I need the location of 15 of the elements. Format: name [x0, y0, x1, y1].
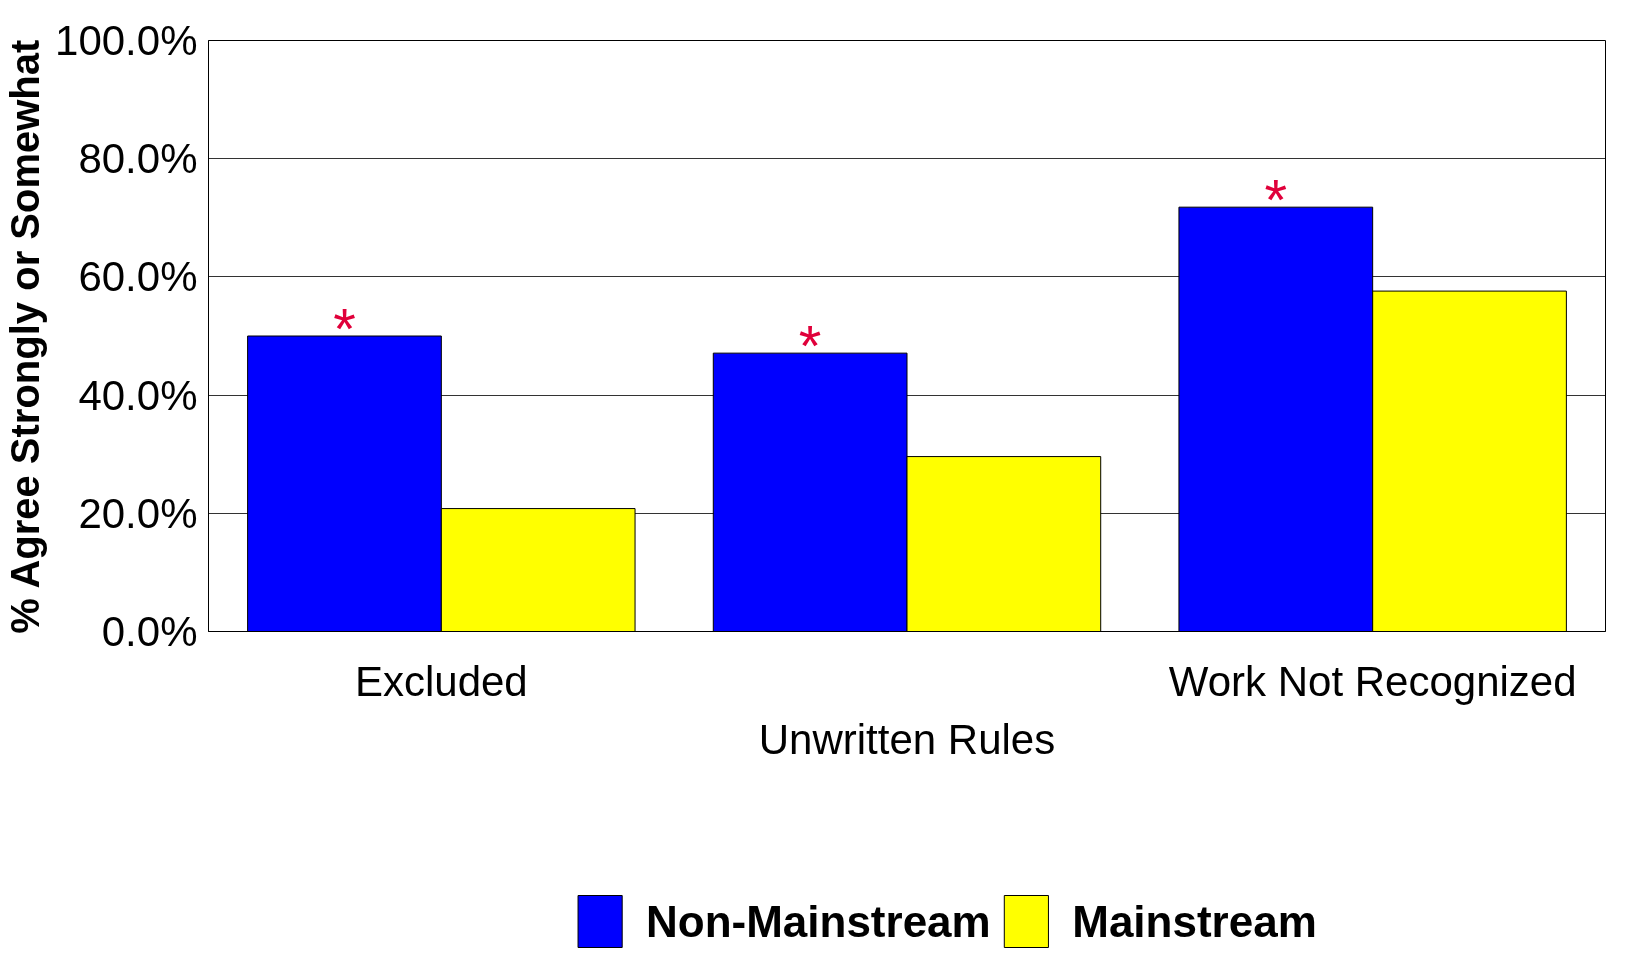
y-tick-label: 60.0% — [78, 253, 198, 301]
legend-label: Non-Mainstream — [645, 897, 991, 946]
y-axis-title: % Agree Strongly or Somewhat — [3, 39, 48, 634]
y-tick-label: 0.0% — [101, 608, 198, 655]
x-tick-label: Unwritten Rules — [758, 716, 1056, 764]
y-tick-label: 100.0% — [55, 17, 198, 64]
x-tick-label: Work Not Recognized — [1168, 657, 1577, 705]
y-tick-label: 40.0% — [78, 371, 198, 419]
annotation: * — [798, 312, 822, 378]
annotation: * — [1264, 166, 1288, 232]
legend-label: Mainstream — [1072, 897, 1317, 946]
y-tick-label: 80.0% — [78, 135, 198, 183]
annotation: * — [333, 295, 356, 361]
y-tick-label: 20.0% — [78, 489, 198, 537]
x-tick-label: Excluded — [354, 657, 528, 705]
